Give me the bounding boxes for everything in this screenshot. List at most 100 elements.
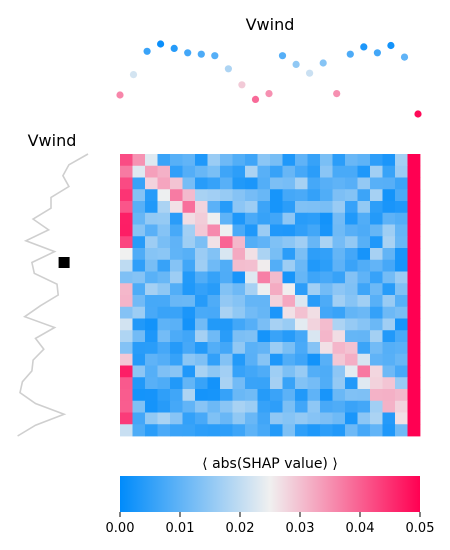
heatmap-cell: [407, 400, 421, 413]
heatmap-cell: [407, 353, 421, 366]
heatmap-cell: [207, 389, 221, 402]
heatmap-cell: [195, 389, 208, 402]
heatmap-cell: [132, 259, 146, 272]
heatmap-cell: [145, 295, 158, 308]
heatmap-cell: [145, 259, 158, 272]
heatmap-cell: [370, 248, 383, 261]
heatmap-grid: [120, 154, 421, 437]
heatmap-cell: [207, 177, 221, 190]
heatmap-cell: [232, 342, 246, 355]
heatmap-cell: [357, 259, 371, 272]
heatmap-cell: [357, 306, 371, 319]
heatmap-cell: [370, 283, 383, 296]
heatmap-cell: [270, 236, 283, 249]
heatmap-cell: [120, 224, 133, 237]
heatmap-cell: [320, 365, 333, 378]
heatmap-cell: [395, 154, 408, 167]
top-series-point: [197, 50, 205, 58]
heatmap-cell: [182, 377, 196, 390]
heatmap-cell: [320, 306, 333, 319]
heatmap-cell: [170, 400, 183, 413]
heatmap-cell: [345, 212, 358, 225]
heatmap-cell: [232, 165, 246, 178]
heatmap-cell: [220, 283, 233, 296]
heatmap-cell: [370, 212, 383, 225]
heatmap-cell: [245, 295, 258, 308]
heatmap-cell: [157, 306, 171, 319]
heatmap-cell: [182, 154, 196, 167]
heatmap-cell: [295, 177, 308, 190]
heatmap-cell: [395, 283, 408, 296]
heatmap-cell: [320, 295, 333, 308]
heatmap-cell: [232, 224, 246, 237]
heatmap-cell: [270, 389, 283, 402]
heatmap-cell: [382, 189, 396, 202]
heatmap-cell: [407, 177, 421, 190]
heatmap-cell: [220, 330, 233, 343]
heatmap-cell: [195, 259, 208, 272]
heatmap-cell: [207, 165, 221, 178]
heatmap-cell: [182, 224, 196, 237]
heatmap-cell: [382, 353, 396, 366]
heatmap-cell: [207, 224, 221, 237]
heatmap-cell: [145, 389, 158, 402]
heatmap-cell: [195, 154, 208, 167]
heatmap-cell: [320, 353, 333, 366]
heatmap-cell: [357, 224, 371, 237]
heatmap-cell: [307, 259, 321, 272]
heatmap-cell: [395, 165, 408, 178]
heatmap-cell: [132, 154, 146, 167]
heatmap-cell: [332, 248, 346, 261]
heatmap-cell: [170, 318, 183, 331]
heatmap-cell: [182, 259, 196, 272]
heatmap-cell: [282, 236, 296, 249]
heatmap-cell: [170, 283, 183, 296]
heatmap-cell: [132, 353, 146, 366]
heatmap-cell: [370, 154, 383, 167]
heatmap-cell: [395, 212, 408, 225]
heatmap-cell: [182, 201, 196, 214]
heatmap-cell: [407, 318, 421, 331]
heatmap-cell: [257, 248, 271, 261]
heatmap-cell: [295, 224, 308, 237]
heatmap-cell: [295, 248, 308, 261]
heatmap-cell: [332, 306, 346, 319]
heatmap-cell: [207, 377, 221, 390]
top-series-point: [211, 52, 219, 60]
heatmap-cell: [232, 412, 246, 425]
heatmap-cell: [145, 342, 158, 355]
heatmap-cell: [370, 224, 383, 237]
heatmap-cell: [120, 353, 133, 366]
top-series-plot: [116, 40, 422, 118]
heatmap-cell: [357, 165, 371, 178]
heatmap-cell: [407, 236, 421, 249]
heatmap-cell: [345, 224, 358, 237]
heatmap-cell: [282, 248, 296, 261]
heatmap-cell: [270, 377, 283, 390]
heatmap-cell: [382, 154, 396, 167]
heatmap-cell: [345, 365, 358, 378]
heatmap-cell: [270, 283, 283, 296]
heatmap-cell: [182, 271, 196, 284]
heatmap-cell: [195, 248, 208, 261]
heatmap-cell: [220, 365, 233, 378]
heatmap-cell: [182, 389, 196, 402]
heatmap-cell: [120, 177, 133, 190]
heatmap-cell: [320, 412, 333, 425]
heatmap-cell: [232, 201, 246, 214]
heatmap-cell: [345, 283, 358, 296]
heatmap-cell: [195, 212, 208, 225]
heatmap-cell: [132, 330, 146, 343]
heatmap-cell: [182, 212, 196, 225]
heatmap-cell: [382, 424, 396, 437]
heatmap-cell: [282, 365, 296, 378]
heatmap-cell: [182, 318, 196, 331]
heatmap-cell: [345, 201, 358, 214]
top-series-point: [414, 110, 422, 118]
heatmap-cell: [282, 189, 296, 202]
heatmap-cell: [332, 259, 346, 272]
heatmap-cell: [295, 306, 308, 319]
heatmap-cell: [270, 353, 283, 366]
heatmap-cell: [307, 353, 321, 366]
heatmap-cell: [232, 365, 246, 378]
